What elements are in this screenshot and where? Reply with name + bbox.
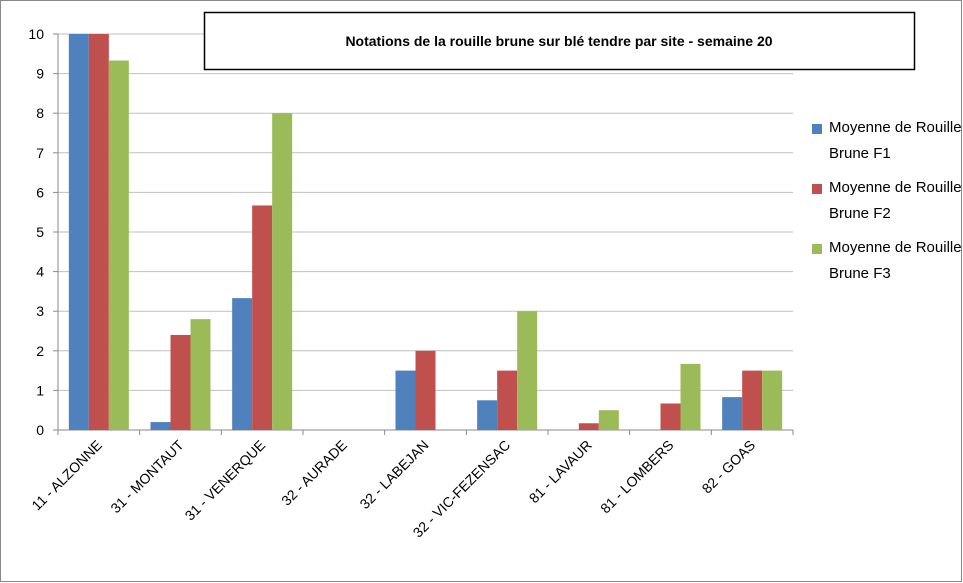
bar [252, 205, 273, 430]
legend-swatch [812, 124, 822, 134]
x-tick-label: 82 - GOAS [699, 437, 759, 497]
legend-label: Moyenne de Rouille Brune F2 [829, 179, 962, 222]
bar [232, 298, 253, 430]
bar [190, 319, 211, 430]
y-tick-label: 0 [36, 422, 44, 438]
x-tick-label: 32 - AURADE [278, 437, 350, 509]
bar [742, 370, 763, 430]
y-tick-label: 9 [36, 66, 44, 82]
bar [598, 410, 619, 430]
y-tick-label: 3 [36, 303, 44, 319]
bar [88, 34, 109, 430]
bar [395, 370, 416, 430]
y-tick-label: 4 [36, 264, 44, 280]
legend-item: Moyenne de Rouille Brune F3 [812, 235, 963, 287]
legend-label: Moyenne de Rouille Brune F3 [829, 239, 962, 282]
legend-swatch [812, 244, 822, 254]
legend-swatch [812, 184, 822, 194]
bar [517, 311, 538, 430]
x-tick-label: 81 - LAVAUR [526, 437, 595, 506]
y-tick-label: 7 [36, 145, 44, 161]
bar [660, 403, 681, 430]
title-box [203, 11, 916, 71]
bar [762, 370, 783, 430]
bar [68, 34, 89, 430]
bar [150, 422, 171, 430]
y-tick-label: 8 [36, 105, 44, 121]
chart-title: Notations de la rouille brune sur blé te… [345, 33, 772, 49]
x-tick-label: 31 - MONTAUT [107, 437, 187, 517]
bar [578, 423, 599, 430]
bar [108, 60, 129, 430]
y-tick-label: 1 [36, 382, 44, 398]
y-tick-label: 5 [36, 224, 44, 240]
y-tick-label: 10 [28, 26, 44, 42]
bar [722, 397, 743, 430]
x-tick-label: 31 - VENERQUE [182, 437, 269, 524]
bar [170, 334, 191, 430]
legend-label: Moyenne de Rouille Brune F1 [829, 119, 962, 162]
legend-item: Moyenne de Rouille Brune F2 [812, 175, 963, 227]
x-tick-label: 11 - ALZONNE [28, 437, 105, 514]
legend-item: Moyenne de Rouille Brune F1 [812, 115, 963, 167]
y-tick-label: 6 [36, 184, 44, 200]
x-tick-label: 32 - LABEJAN [356, 437, 431, 512]
bar [680, 363, 701, 430]
bar [497, 370, 518, 430]
x-tick-label: 81 - LOMBERS [597, 437, 677, 517]
bar [272, 113, 293, 430]
y-tick-label: 2 [36, 343, 44, 359]
bar [415, 350, 436, 430]
bar [477, 400, 498, 430]
